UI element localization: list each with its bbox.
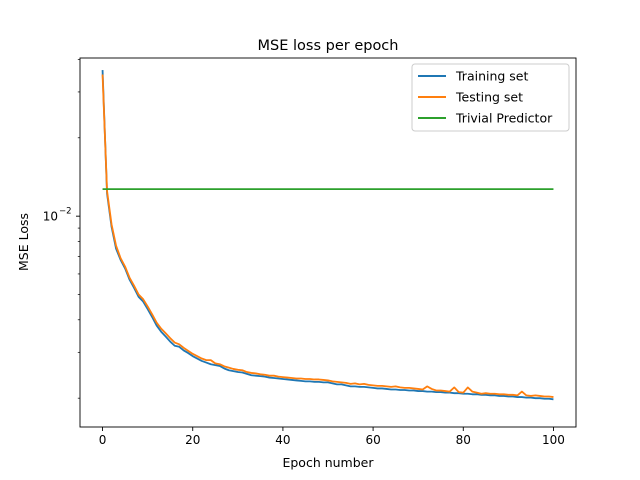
x-tick-label: 0 xyxy=(99,433,107,447)
y-axis-ticks: 10 −2 xyxy=(43,59,80,399)
x-tick-label: 60 xyxy=(365,433,380,447)
y-tick-label: 10 xyxy=(43,210,58,224)
legend-label-trivial: Trivial Predictor xyxy=(455,111,553,126)
legend-label-training: Training set xyxy=(455,69,528,84)
x-tick-label: 80 xyxy=(456,433,471,447)
x-axis-ticks: 0 20 40 60 80 100 xyxy=(99,427,565,447)
y-axis-label: MSE Loss xyxy=(16,213,31,271)
x-axis-label: Epoch number xyxy=(282,455,374,470)
series-layer xyxy=(101,70,554,401)
series-line-training-set xyxy=(101,70,554,401)
legend-box xyxy=(411,63,570,132)
x-tick-label: 40 xyxy=(275,433,290,447)
legend: Training set Testing set Trivial Predict… xyxy=(411,63,570,132)
legend-label-testing: Testing set xyxy=(455,90,523,105)
chart-title: MSE loss per epoch xyxy=(258,38,399,54)
x-tick-label: 20 xyxy=(185,433,200,447)
series-line-testing-set xyxy=(101,74,554,398)
y-tick-exponent: −2 xyxy=(59,207,72,217)
x-tick-label: 100 xyxy=(542,433,565,447)
plot-frame xyxy=(79,57,577,428)
